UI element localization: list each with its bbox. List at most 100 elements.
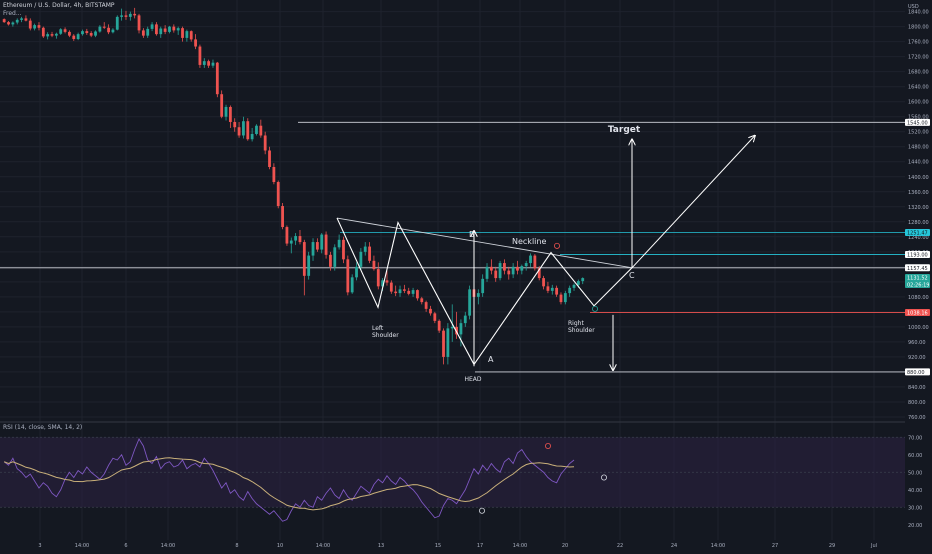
annotation-left-shoulder-line2: Shoulder [372, 332, 399, 339]
symbol-title: Ethereum / U.S. Dollar, 4h, BITSTAMP [3, 2, 115, 9]
candle-body [424, 302, 428, 309]
candle-body [546, 286, 550, 291]
candle-body [294, 236, 298, 241]
candle-body [346, 259, 350, 293]
candle-body [259, 125, 263, 136]
candle-body [468, 289, 472, 316]
currency-label: USD [908, 4, 919, 10]
candle-body [185, 31, 189, 38]
candle-body [207, 61, 211, 66]
candle-body [81, 31, 84, 35]
candle-body [359, 251, 363, 267]
candle-body [489, 266, 493, 271]
candle-body [98, 26, 102, 32]
rsi-tick: 20.00 [908, 523, 922, 529]
rsi-line [3, 438, 575, 522]
candle-body [54, 33, 58, 36]
price-tick: 1240.00 [908, 235, 929, 241]
candle-body [485, 266, 489, 279]
neckline [336, 217, 633, 269]
candle-body [20, 18, 23, 20]
candle-body [202, 61, 206, 65]
candle-body [33, 25, 37, 29]
price-tick: 920.00 [908, 355, 926, 361]
candle-body [181, 28, 184, 38]
candle-body [255, 125, 258, 134]
price-tick: 1320.00 [908, 205, 929, 211]
candle-body [76, 34, 80, 40]
price-tick: 840.00 [908, 385, 926, 391]
candle-body [120, 15, 124, 17]
candle-body [342, 239, 345, 260]
candle-body [228, 106, 232, 122]
candle-body [559, 294, 563, 303]
candle-body [272, 167, 276, 183]
candle-body [237, 127, 241, 136]
candle-body [529, 255, 532, 264]
candle-body [520, 266, 524, 271]
candle-body [516, 266, 519, 271]
candle-body [141, 30, 145, 36]
annotation-point-b: B [469, 230, 475, 239]
candle-body [581, 278, 585, 282]
price-tick: 760.00 [908, 415, 926, 421]
candle-body [220, 94, 224, 117]
time-tick: 14:00 [513, 543, 527, 549]
annotation-head: HEAD [464, 376, 481, 383]
rsi-tick: 40.00 [908, 488, 922, 494]
candle-body [494, 270, 498, 279]
candle-body [46, 34, 50, 37]
candle-body [429, 308, 432, 314]
candle-body [107, 27, 110, 33]
candle-body [555, 287, 559, 295]
time-axis[interactable]: 3 14:00 6 14:00 8 10 14:00 13 15 17 14:00 20 22 24 14:… [38, 543, 877, 549]
rsi-marker-sell [545, 442, 552, 449]
price-label-text: 880.00 [907, 370, 925, 376]
candle-body [498, 263, 502, 279]
candle-body [307, 255, 311, 276]
price-label-box [905, 229, 930, 237]
price-label-box [905, 118, 930, 126]
rsi-marker-neutral [601, 474, 608, 481]
price-tick: 1480.00 [908, 145, 929, 151]
indicator-subtitle: Fred... [3, 10, 22, 17]
time-tick: 14:00 [316, 543, 330, 549]
head-shoulders-pattern: TargetNecklineLeftShoulderRightShoulderH… [336, 125, 755, 383]
candle-body [385, 280, 389, 283]
candle-body [333, 247, 337, 267]
candle-body [302, 242, 306, 276]
candle-body [41, 27, 45, 37]
annotation-neckline: Neckline [512, 237, 546, 246]
candle-body [442, 330, 445, 357]
candle-body [476, 293, 480, 297]
candle-body [155, 24, 158, 35]
candle-body [28, 20, 32, 29]
candle-body [281, 206, 284, 228]
candle-body [263, 135, 267, 151]
candle-body [37, 25, 41, 28]
price-tick: 1000.00 [908, 325, 929, 331]
candle-body [337, 239, 341, 248]
candle-body [124, 15, 128, 17]
price-levels [0, 121, 905, 373]
candle-body [481, 278, 485, 294]
time-tick: 10 [277, 543, 283, 549]
rsi-tick: 60.00 [908, 453, 922, 459]
signal-marker-buy [592, 305, 599, 312]
rsi-tick: 70.00 [908, 435, 922, 441]
candle-body [63, 29, 67, 32]
time-tick: 27 [772, 543, 778, 549]
candle-body [381, 280, 385, 287]
price-tick: 1640.00 [908, 85, 929, 91]
candle-body [311, 242, 315, 256]
rsi-tick: 50.00 [908, 470, 922, 476]
candle-body [7, 22, 10, 25]
time-tick: 14:00 [75, 543, 89, 549]
candle-body [398, 289, 402, 294]
rsi-ma-line [3, 457, 575, 511]
candle-body [572, 284, 576, 288]
candle-body [450, 326, 454, 329]
candle-body [576, 281, 580, 285]
